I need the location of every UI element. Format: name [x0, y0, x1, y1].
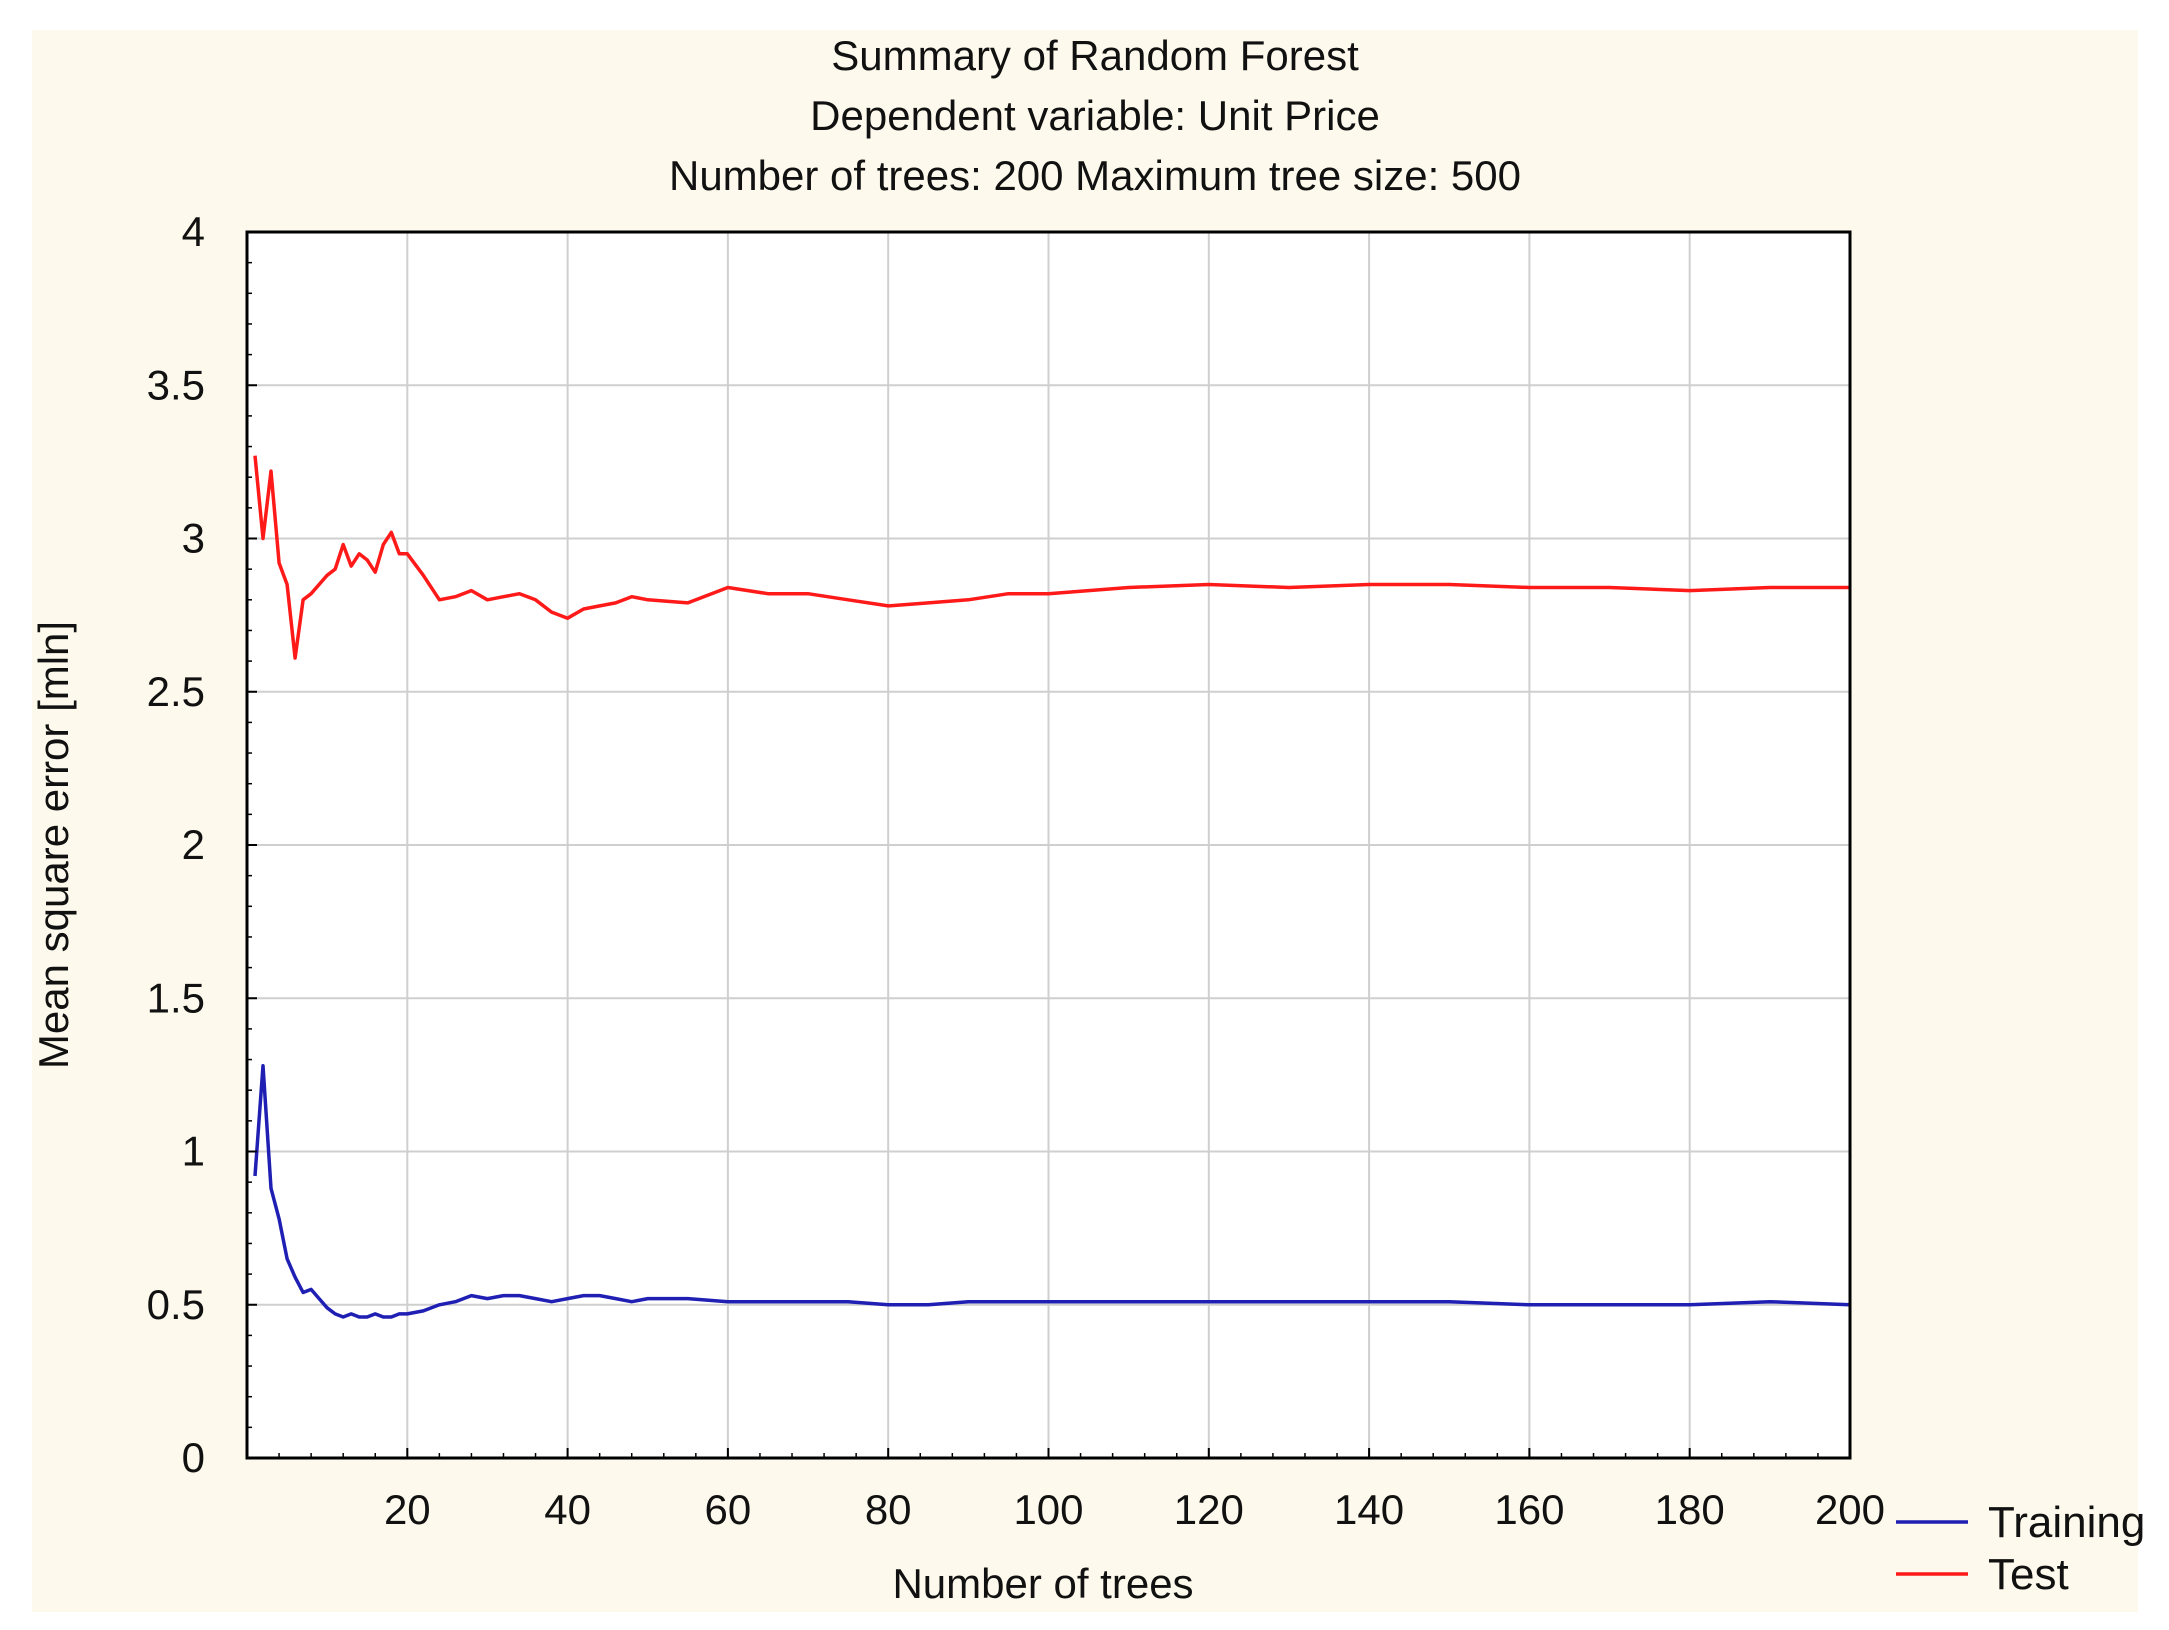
- chart-title-line-2: Dependent variable: Unit Price: [810, 92, 1380, 139]
- x-tick-label: 160: [1494, 1486, 1564, 1533]
- series-line-training: [253, 1063, 1851, 1319]
- x-tick-label: 100: [1013, 1486, 1083, 1533]
- x-tick-label: 200: [1815, 1486, 1885, 1533]
- x-axis-title: Number of trees: [892, 1560, 1193, 1607]
- x-tick-label: 180: [1655, 1486, 1725, 1533]
- x-tick-label: 20: [384, 1486, 431, 1533]
- series-layer: [253, 455, 1851, 1319]
- y-tick-label: 3.5: [147, 361, 205, 408]
- x-tick-label: 120: [1174, 1486, 1244, 1533]
- legend-label-training: Training: [1988, 1498, 2145, 1547]
- x-tick-label: 80: [865, 1486, 912, 1533]
- gridlines: [247, 232, 1850, 1458]
- y-tick-label: 1: [182, 1128, 205, 1175]
- legend-label-test: Test: [1988, 1550, 2069, 1599]
- y-tick-label: 2: [182, 821, 205, 868]
- y-tick-label: 2.5: [147, 668, 205, 715]
- axis-ticks: 0 0.5 1 1.5 2 2.5 3 3.5 4 20 40 60 80 100 120 140 160 180…: [147, 208, 1885, 1533]
- y-tick-label: 4: [182, 208, 205, 255]
- x-tick-label: 40: [544, 1486, 591, 1533]
- y-tick-label: 0.5: [147, 1281, 205, 1328]
- chart-title-line-1: Summary of Random Forest: [831, 32, 1359, 79]
- series-line-test: [253, 455, 1850, 660]
- chart-title: Summary of Random Forest Dependent varia…: [669, 32, 1521, 199]
- y-tick-label: 0: [182, 1434, 205, 1481]
- chart-title-line-3: Number of trees: 200 Maximum tree size: …: [669, 152, 1521, 199]
- x-tick-label: 60: [705, 1486, 752, 1533]
- x-tick-label: 140: [1334, 1486, 1404, 1533]
- y-tick-label: 1.5: [147, 974, 205, 1021]
- y-axis-title: Mean square error [mln]: [30, 621, 77, 1069]
- y-tick-label: 3: [182, 515, 205, 562]
